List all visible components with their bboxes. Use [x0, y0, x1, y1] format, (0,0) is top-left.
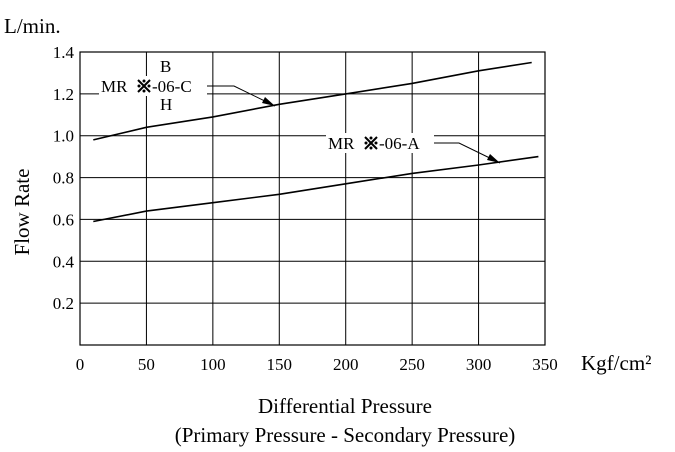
x-axis-title: Differential Pressure [258, 394, 432, 418]
x-tick-label: 50 [138, 355, 155, 374]
x-tick-label: 150 [267, 355, 293, 374]
asterisk-mark-icon [137, 79, 151, 93]
y-tick-label: 0.4 [53, 252, 75, 271]
series-line-06-c [93, 61, 532, 141]
x-tick-label: 200 [333, 355, 359, 374]
series-line-06-a [93, 155, 539, 223]
x-tick-label: 300 [466, 355, 492, 374]
y-tick-label: 1.0 [53, 127, 74, 146]
callout-06-a-prefix: MR [328, 134, 355, 153]
x-tick-label: 0 [76, 355, 85, 374]
callout-arrow-06-a [487, 154, 500, 163]
callout-bg-06-c [99, 76, 207, 96]
y-axis-title: Flow Rate [10, 169, 34, 256]
callout-leader-06-c [205, 85, 276, 107]
plot-frame [79, 51, 546, 346]
y-tick-label: 1.4 [53, 43, 75, 62]
callout-06-a-suffix: -06-A [379, 134, 420, 153]
callout-06-c-prefix: MR [101, 77, 128, 96]
tick-labels: 0 50 100 150 200 250 300 350 0.2 0.4 0.6 0.8 1.0 1.2 1… [53, 43, 558, 374]
y-tick-label: 0.6 [53, 210, 74, 229]
callout-06-c-suffix: -06-C [152, 77, 192, 96]
x-tick-label: 350 [532, 355, 558, 374]
callout-leader-06-a [432, 142, 501, 164]
y-tick-label: 0.8 [53, 169, 74, 188]
asterisk-mark-icon [364, 136, 378, 150]
x-tick-label: 250 [399, 355, 425, 374]
series-lines [93, 61, 539, 223]
x-tick-label: 100 [200, 355, 226, 374]
callout-arrow-06-c [262, 97, 275, 106]
y-tick-label: 1.2 [53, 85, 74, 104]
x-unit-label: Kgf/cm² [581, 351, 651, 375]
callout-bg-06-a [326, 133, 434, 153]
callout-06-c-upper: B [160, 57, 171, 76]
x-axis-subtitle: (Primary Pressure - Secondary Pressure) [175, 423, 516, 447]
callout-06-c-lower: H [160, 95, 172, 114]
y-tick-label: 0.2 [53, 294, 74, 313]
y-unit-label: L/min. [4, 14, 61, 38]
